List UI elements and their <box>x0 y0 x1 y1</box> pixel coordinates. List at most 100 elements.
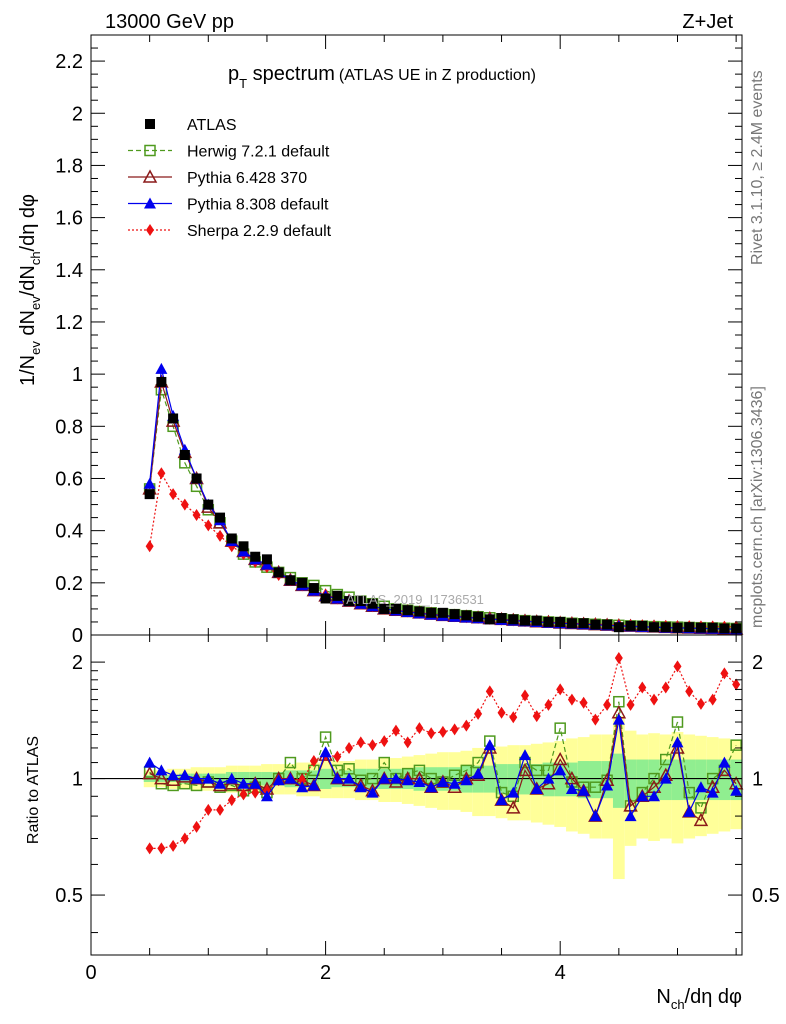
data-point <box>156 376 167 387</box>
data-point <box>332 590 343 601</box>
ratio-point <box>519 749 531 761</box>
ratio-point <box>708 693 717 706</box>
data-point <box>157 467 166 480</box>
data-point <box>320 593 331 604</box>
ratio-point <box>391 724 400 737</box>
ratio-point <box>448 777 461 789</box>
legend-entry: Sherpa 2.2.9 default <box>128 223 332 240</box>
title-sub: T <box>239 76 247 91</box>
ratio-point <box>671 736 684 748</box>
ratio-point <box>284 756 297 769</box>
ratio-point <box>190 772 203 784</box>
data-point <box>461 610 472 621</box>
ratio-point <box>143 756 156 768</box>
data-point <box>414 606 425 617</box>
data-point <box>180 498 189 511</box>
ratio-y-tick-label-right: 1 <box>752 769 763 791</box>
ratio-point <box>216 803 225 816</box>
ratio-point <box>532 710 541 723</box>
data-point <box>684 622 695 633</box>
legend-entry: ATLAS <box>145 117 237 134</box>
uncertainty-band-green <box>683 759 696 801</box>
ratio-point <box>603 698 612 711</box>
ratio-point <box>298 774 307 787</box>
x-axis-title: Nch/dη dφ <box>656 986 742 1012</box>
ratio-point <box>272 774 285 786</box>
ratio-point <box>413 764 426 777</box>
ratio-point <box>732 678 741 691</box>
legend-label: Pythia 8.308 default <box>187 197 329 214</box>
ratio-point <box>567 693 576 706</box>
ratio-point <box>251 786 260 799</box>
ratio-point <box>180 832 189 845</box>
ratio-point <box>661 681 670 694</box>
ratio-point <box>624 810 637 822</box>
data-point <box>402 605 413 616</box>
y-tick-label: 2.2 <box>55 51 83 73</box>
data-point <box>578 618 589 629</box>
ratio-y-tick-label: 0.5 <box>55 885 83 907</box>
y-axis-title-bottom: Ratio to ATLAS <box>25 736 42 844</box>
title-paren: (ATLAS UE in Z production) <box>339 67 536 84</box>
ratio-point <box>556 683 565 696</box>
ratio-point <box>542 772 555 784</box>
data-point <box>203 499 214 510</box>
y-tick-label: 0.8 <box>55 416 83 438</box>
series-atlas <box>144 376 742 634</box>
data-point <box>367 598 378 609</box>
y-tick-label: 2 <box>72 103 83 125</box>
ratio-point <box>638 681 647 694</box>
y-tick-label: 1.8 <box>55 155 83 177</box>
ratio-point <box>530 782 543 794</box>
uncertainty-band-green <box>577 761 590 799</box>
data-point <box>285 575 296 586</box>
data-point <box>426 607 437 618</box>
ratio-point <box>670 740 685 754</box>
data-point <box>179 450 190 460</box>
ratio-point <box>178 769 191 781</box>
ratio-point <box>249 777 262 789</box>
ratio-point <box>521 689 529 702</box>
ratio-point <box>694 781 707 793</box>
ratio-point <box>389 772 402 784</box>
y-tick-label: 0.6 <box>55 468 83 490</box>
ratio-point <box>309 755 318 768</box>
ratio-point <box>239 788 248 801</box>
mcplots-label: mcplots.cern.ch [arXiv:1306.3436] <box>749 386 766 628</box>
data-point <box>297 577 308 588</box>
ratio-point <box>296 781 309 793</box>
uncertainty-band-green <box>495 764 508 795</box>
ratio-point <box>648 790 661 802</box>
ratio-point <box>506 800 521 814</box>
data-point <box>531 615 542 626</box>
ratio-point <box>145 842 154 855</box>
ratio-point <box>319 731 332 743</box>
legend-marker <box>144 144 156 157</box>
ratio-point <box>544 698 553 711</box>
data-point <box>192 509 201 521</box>
ratio-point <box>202 772 215 784</box>
data-point <box>543 616 554 627</box>
ratio-point <box>415 722 424 735</box>
data-point <box>660 622 671 633</box>
series-line <box>149 368 737 630</box>
ratio-point <box>225 772 238 784</box>
data-point <box>226 533 237 544</box>
data-point <box>625 620 636 631</box>
ratio-frame <box>90 634 743 956</box>
ratio-point <box>660 753 672 766</box>
ratio-point <box>260 790 273 802</box>
y-tick-label: 1 <box>72 364 83 386</box>
ratio-point <box>495 794 508 806</box>
x-tick-label: 4 <box>555 962 566 984</box>
data-point <box>191 473 202 484</box>
ratio-point <box>565 782 578 794</box>
ratio-point <box>169 839 178 852</box>
ratio-point <box>589 810 602 822</box>
ratio-point <box>579 696 588 709</box>
legend-marker <box>142 169 158 183</box>
legend-marker <box>145 119 155 129</box>
ratio-point <box>706 786 719 798</box>
svg-text:pT spectrum(ATLAS UE in Z prod: pT spectrum (ATLAS UE in Z production) <box>228 63 536 91</box>
data-point <box>437 607 448 618</box>
